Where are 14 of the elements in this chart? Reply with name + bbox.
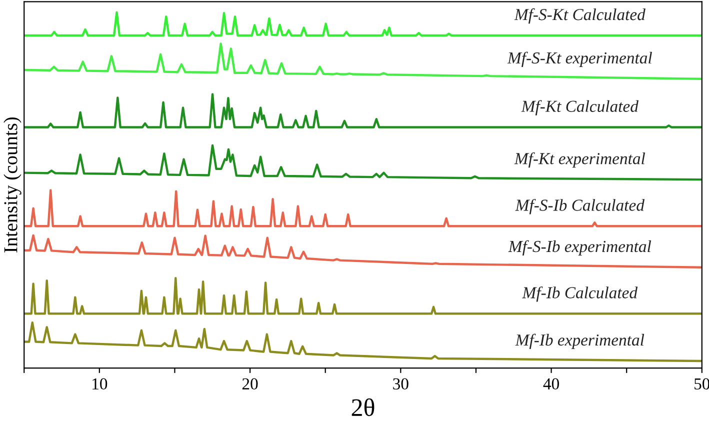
- x-tick-label: 10: [92, 378, 108, 390]
- x-tick-label: 30: [393, 378, 408, 390]
- series-label: Mf-Kt Calculated: [521, 100, 639, 116]
- x-tick-label: 20: [242, 378, 258, 390]
- series-label: Mf-Ib experimental: [515, 334, 644, 350]
- series-label: Mf-S-Kt experimental: [507, 52, 652, 67]
- series-label: Mf-S-Ib Calculated: [515, 198, 645, 214]
- series-label: Mf-S-Kt Calculated: [514, 8, 646, 24]
- series-label: Mf-Kt experimental: [514, 152, 646, 168]
- x-axis-title: 2θ: [352, 398, 374, 416]
- series-label: Mf-S-Ib experimental: [508, 240, 652, 256]
- y-axis-title: Intensity (counts): [4, 117, 22, 253]
- x-tick-label: 40: [543, 378, 559, 390]
- series-label: Mf-Ib Calculated: [522, 286, 638, 302]
